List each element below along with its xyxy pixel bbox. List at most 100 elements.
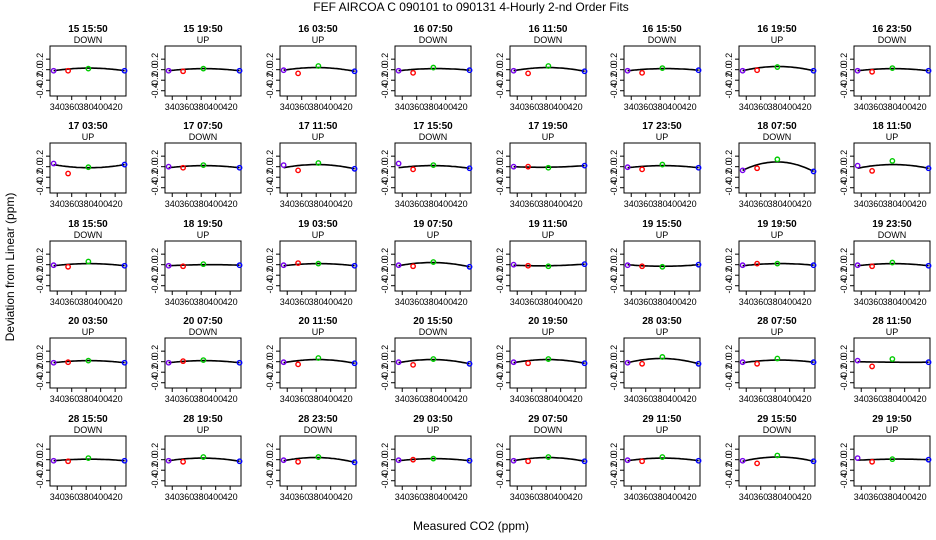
data-point xyxy=(295,167,301,174)
x-tick-label: 380 xyxy=(539,297,554,307)
data-point xyxy=(810,262,817,269)
fit-curve xyxy=(627,67,699,72)
y-tick-label: -0.2 xyxy=(150,364,160,380)
data-point xyxy=(739,262,746,269)
panel-mode-label: UP xyxy=(886,327,899,337)
x-tick-label: 340 xyxy=(165,102,180,112)
x-tick-label: 340 xyxy=(395,297,410,307)
y-tick-label: -0.2 xyxy=(150,169,160,185)
data-point xyxy=(545,263,552,270)
y-tick-label: 0.0 xyxy=(609,160,619,173)
x-tick-label: 420 xyxy=(223,199,238,209)
x-tick-label: 360 xyxy=(638,297,653,307)
y-tick-label: -0.2 xyxy=(150,462,160,478)
y-tick-label: 0.0 xyxy=(724,453,734,466)
panel-mode-label: DOWN xyxy=(304,425,333,435)
x-tick-label: 380 xyxy=(309,199,324,209)
panel-frame xyxy=(279,240,357,292)
data-point xyxy=(889,456,896,463)
y-tick-label: -0.2 xyxy=(839,169,849,185)
y-tick-label: -0.2 xyxy=(839,72,849,88)
x-tick-label: 420 xyxy=(912,492,927,502)
panel-time-label: 28 07:50 xyxy=(757,316,797,327)
data-point xyxy=(925,165,932,172)
data-point xyxy=(581,162,588,169)
y-tick-label: 0.0 xyxy=(380,355,390,368)
x-tick-label: 400 xyxy=(782,297,797,307)
y-tick-label: -0.2 xyxy=(150,267,160,283)
x-tick-label: 400 xyxy=(667,297,682,307)
data-point xyxy=(466,67,473,74)
y-tick-label: -0.4 xyxy=(839,83,849,99)
data-point xyxy=(869,363,875,370)
data-point xyxy=(280,162,287,169)
y-tick-label: 0.0 xyxy=(609,258,619,271)
fit-curve xyxy=(53,458,125,462)
data-point xyxy=(280,67,287,74)
x-tick-label: 400 xyxy=(438,492,453,502)
data-point xyxy=(754,360,760,367)
panel-time-label: 16 11:50 xyxy=(529,24,568,35)
panel-mode-label: DOWN xyxy=(763,132,792,142)
x-tick-label: 380 xyxy=(79,102,94,112)
x-tick-label: 340 xyxy=(165,492,180,502)
data-point xyxy=(695,164,702,171)
panel-time-label: 19 23:50 xyxy=(872,219,912,230)
x-tick-label: 420 xyxy=(682,394,697,404)
y-tick-label: -0.2 xyxy=(265,72,275,88)
y-tick-label: 0.0 xyxy=(380,258,390,271)
x-tick-label: 360 xyxy=(524,102,539,112)
data-point xyxy=(65,170,71,177)
x-tick-label: 420 xyxy=(568,394,583,404)
y-tick-label: -0.4 xyxy=(495,473,505,489)
x-tick-label: 420 xyxy=(223,492,238,502)
x-tick-label: 340 xyxy=(510,394,525,404)
fit-curve xyxy=(168,457,240,463)
y-tick-label: 0.2 xyxy=(495,53,505,66)
y-tick-label: 0.0 xyxy=(265,453,275,466)
x-tick-label: 340 xyxy=(624,492,639,502)
x-tick-label: 420 xyxy=(797,297,812,307)
x-tick-label: 340 xyxy=(165,199,180,209)
y-tick-label: 0.0 xyxy=(380,160,390,173)
x-tick-label: 380 xyxy=(539,102,554,112)
x-tick-label: 360 xyxy=(294,297,309,307)
y-tick-label: -0.4 xyxy=(265,278,275,294)
y-tick-label: -0.2 xyxy=(839,462,849,478)
data-point xyxy=(180,458,186,465)
panel-mode-label: UP xyxy=(656,230,669,240)
y-tick-label: -0.4 xyxy=(35,473,45,489)
panel-frame xyxy=(853,240,931,292)
data-point xyxy=(65,67,71,74)
x-tick-label: 420 xyxy=(682,199,697,209)
data-point xyxy=(639,360,645,367)
y-tick-label: 0.2 xyxy=(265,443,275,456)
y-tick-label: 0.2 xyxy=(265,53,275,66)
x-tick-label: 360 xyxy=(868,492,883,502)
data-point xyxy=(854,262,861,269)
x-tick-label: 340 xyxy=(165,394,180,404)
x-tick-label: 380 xyxy=(768,492,783,502)
data-point xyxy=(410,456,416,463)
fit-curve xyxy=(283,262,355,267)
data-point xyxy=(430,64,437,71)
data-point xyxy=(639,458,645,465)
y-tick-label: 0.0 xyxy=(265,355,275,368)
x-tick-label: 360 xyxy=(294,492,309,502)
data-point xyxy=(351,165,358,172)
panel-time-label: 16 23:50 xyxy=(872,24,912,35)
x-tick-label: 400 xyxy=(323,297,338,307)
chart-title: FEF AIRCOA C 090101 to 090131 4-Hourly 2… xyxy=(313,0,628,14)
x-tick-label: 360 xyxy=(868,199,883,209)
y-tick-label: -0.4 xyxy=(495,278,505,294)
panel-frame xyxy=(623,435,701,487)
